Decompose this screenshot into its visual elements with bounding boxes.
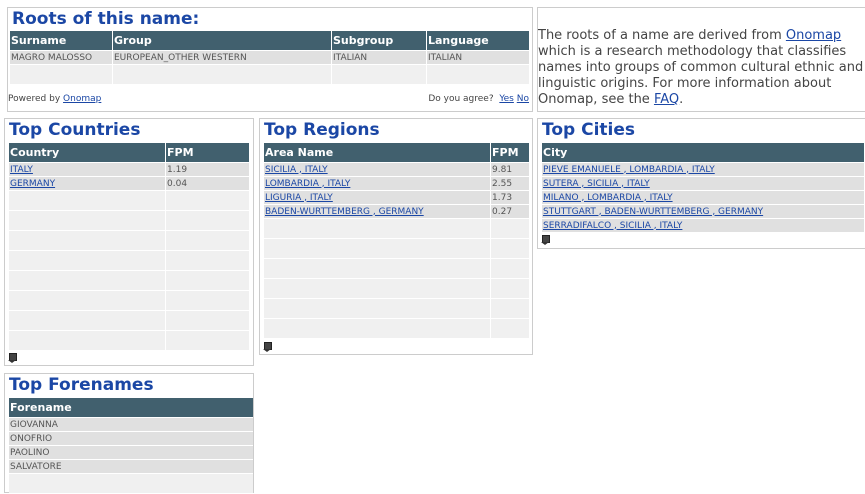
- fpm: 9.81: [491, 163, 529, 177]
- text: which is a research methodology that cla…: [538, 44, 864, 107]
- col-subgroup: Subgroup: [332, 31, 426, 51]
- roots-title: Roots of this name:: [12, 9, 200, 29]
- city-link[interactable]: MILANO , LOMBARDIA , ITALY: [543, 192, 673, 203]
- cities-title: Top Cities: [542, 120, 636, 140]
- col-country: Country: [9, 143, 165, 163]
- table-row: ONOFRIO: [9, 432, 253, 446]
- col-forename: Forename: [9, 398, 253, 418]
- col-fpm: FPM: [166, 143, 249, 163]
- table-row: PAOLINO: [9, 446, 253, 460]
- table-row: SUTERA , SICILIA , ITALY: [542, 177, 864, 191]
- city-link[interactable]: PIEVE EMANUELE , LOMBARDIA , ITALY: [543, 164, 715, 175]
- info-panel: The roots of a name are derived from Ono…: [537, 7, 865, 112]
- powered-by: Powered by Onomap: [8, 94, 101, 104]
- more-arrow-icon[interactable]: [263, 342, 272, 352]
- col-city: City: [542, 143, 864, 163]
- empty-row: [10, 65, 529, 85]
- forename: SALVATORE: [9, 460, 253, 474]
- table-row: ITALY 1.19: [9, 163, 249, 177]
- table-row: LIGURIA , ITALY 1.73: [264, 191, 529, 205]
- info-text: The roots of a name are derived from Ono…: [538, 28, 865, 108]
- table-row: SICILIA , ITALY 9.81: [264, 163, 529, 177]
- text: The roots of a name are derived from: [538, 28, 786, 43]
- agree-label: Do you agree?: [428, 94, 494, 104]
- fpm: 2.55: [491, 177, 529, 191]
- city-link[interactable]: STUTTGART , BADEN-WURTTEMBERG , GERMANY: [543, 206, 764, 217]
- forename: GIOVANNA: [9, 418, 253, 432]
- forenames-title: Top Forenames: [9, 375, 154, 395]
- table-row: GERMANY 0.04: [9, 177, 249, 191]
- top-regions-panel: Top Regions Area Name FPM SICILIA , ITALY…: [259, 118, 533, 355]
- roots-panel: Roots of this name: Surname Group Subgroup…: [7, 7, 533, 112]
- agree-poll: Do you agree? Yes No: [428, 94, 529, 104]
- region-link[interactable]: LOMBARDIA , ITALY: [265, 178, 351, 189]
- fpm: 0.04: [166, 177, 249, 191]
- table-row: LOMBARDIA , ITALY 2.55: [264, 177, 529, 191]
- table-row: BADEN-WURTTEMBERG , GERMANY 0.27: [264, 205, 529, 219]
- roots-table: Surname Group Subgroup Language MAGRO MALOS…: [9, 31, 530, 85]
- table-row: SERRADIFALCO , SICILIA , ITALY: [542, 219, 864, 233]
- table-row: STUTTGART , BADEN-WURTTEMBERG , GERMANY: [542, 205, 864, 219]
- col-group: Group: [113, 31, 331, 51]
- cell: ITALIAN: [427, 51, 529, 65]
- fpm: 0.27: [491, 205, 529, 219]
- top-countries-panel: Top Countries Country FPM ITALY 1.19 GERMA…: [4, 118, 254, 366]
- cities-table: City PIEVE EMANUELE , LOMBARDIA , ITALY …: [541, 143, 865, 233]
- region-link[interactable]: SICILIA , ITALY: [265, 164, 328, 175]
- fpm: 1.19: [166, 163, 249, 177]
- faq-link[interactable]: FAQ: [653, 92, 680, 107]
- countries-table: Country FPM ITALY 1.19 GERMANY 0.04: [8, 143, 250, 351]
- countries-title: Top Countries: [9, 120, 141, 140]
- col-fpm: FPM: [491, 143, 529, 163]
- region-link[interactable]: LIGURIA , ITALY: [265, 192, 333, 203]
- onomap-link[interactable]: Onomap: [63, 94, 102, 104]
- more-arrow-icon[interactable]: [541, 235, 550, 245]
- col-language: Language: [427, 31, 529, 51]
- country-link[interactable]: ITALY: [10, 164, 33, 175]
- region-link[interactable]: BADEN-WURTTEMBERG , GERMANY: [265, 206, 424, 217]
- col-surname: Surname: [10, 31, 112, 51]
- cell: MAGRO MALOSSO: [10, 51, 112, 65]
- table-row: MILANO , LOMBARDIA , ITALY: [542, 191, 864, 205]
- fpm: 1.73: [491, 191, 529, 205]
- forename: ONOFRIO: [9, 432, 253, 446]
- top-forenames-panel: Top Forenames Forename GIOVANNA ONOFRIO …: [4, 373, 254, 494]
- table-row: MAGRO MALOSSO EUROPEAN_OTHER WESTERN ITALI…: [10, 51, 529, 65]
- forename: PAOLINO: [9, 446, 253, 460]
- regions-title: Top Regions: [264, 120, 380, 140]
- powered-label: Powered by: [8, 94, 61, 104]
- cell: EUROPEAN_OTHER WESTERN: [113, 51, 331, 65]
- table-row: PIEVE EMANUELE , LOMBARDIA , ITALY: [542, 163, 864, 177]
- top-cities-panel: Top Cities City PIEVE EMANUELE , LOMBARD…: [537, 118, 865, 249]
- col-area-name: Area Name: [264, 143, 490, 163]
- no-link[interactable]: No: [516, 94, 529, 104]
- yes-link[interactable]: Yes: [499, 94, 514, 104]
- regions-table: Area Name FPM SICILIA , ITALY 9.81 LOMBARD…: [263, 143, 530, 339]
- table-row: GIOVANNA: [9, 418, 253, 432]
- forenames-table: Forename GIOVANNA ONOFRIO PAOLINO SALVAT…: [8, 398, 254, 494]
- cell: ITALIAN: [332, 51, 426, 65]
- city-link[interactable]: SUTERA , SICILIA , ITALY: [543, 178, 650, 189]
- table-row: SALVATORE: [9, 460, 253, 474]
- country-link[interactable]: GERMANY: [10, 178, 56, 189]
- city-link[interactable]: SERRADIFALCO , SICILIA , ITALY: [543, 220, 683, 231]
- onomap-info-link[interactable]: Onomap: [785, 28, 842, 43]
- more-arrow-icon[interactable]: [8, 353, 17, 363]
- text: .: [679, 92, 684, 107]
